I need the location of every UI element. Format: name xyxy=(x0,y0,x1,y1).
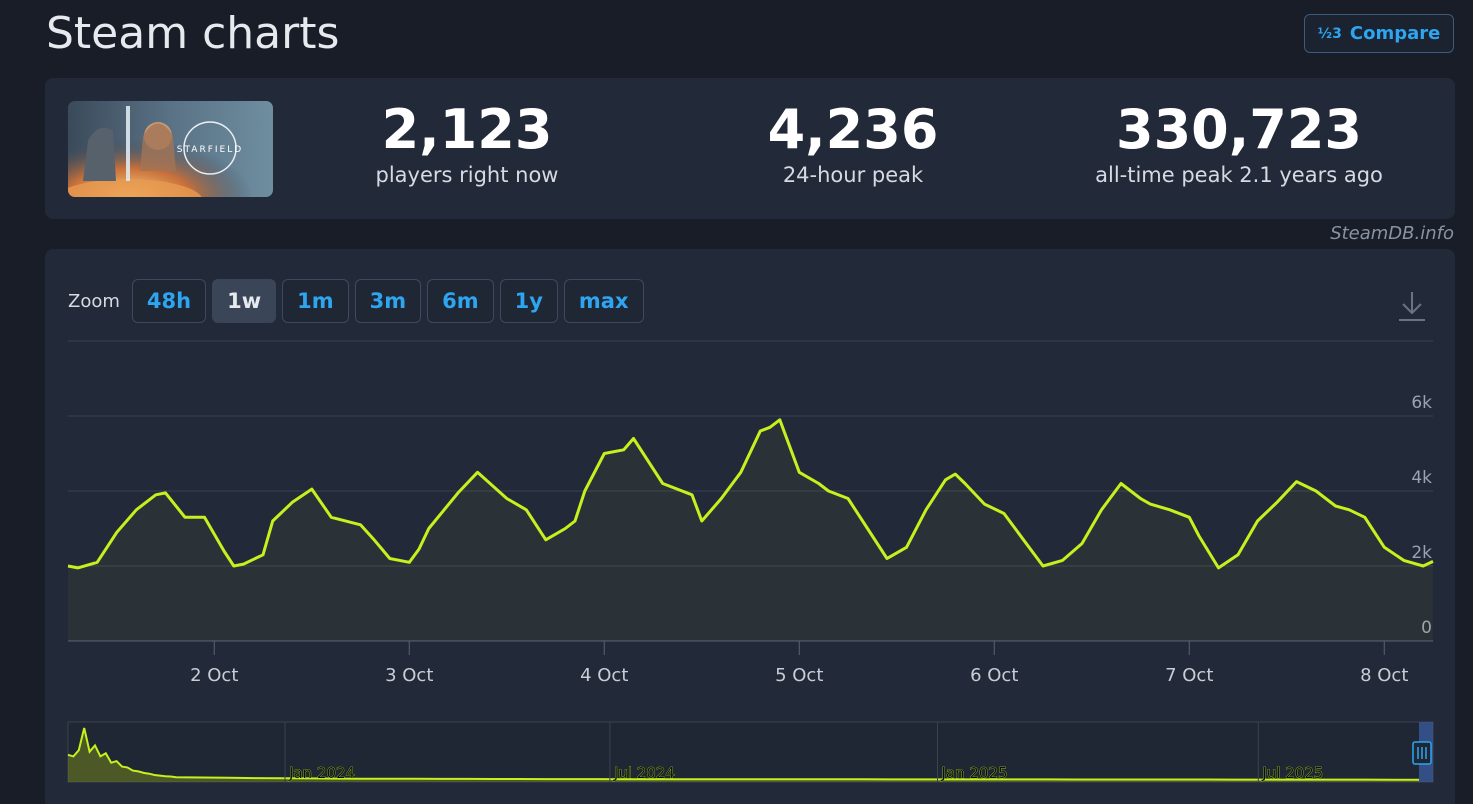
zoom-48h-button[interactable]: 48h xyxy=(131,279,207,323)
y-tick-label: 0 xyxy=(1421,618,1432,638)
navigator-label: Jan 2025 xyxy=(941,764,1008,782)
stat-label: 24-hour peak xyxy=(782,163,924,187)
steamdb-attribution[interactable]: SteamDB.info xyxy=(1330,223,1454,244)
zoom-6m-button[interactable]: 6m xyxy=(427,279,494,323)
zoom-1y-button[interactable]: 1y xyxy=(499,279,558,323)
stat-all-time-peak: 330,723 all-time peak 2.1 years ago xyxy=(1059,98,1419,188)
x-tick-label: 2 Oct xyxy=(190,665,238,686)
stats-panel: STARFIELD 2,123 players right now 4,236 … xyxy=(45,78,1455,219)
navigator-label: Jul 2025 xyxy=(1261,764,1323,782)
zoom-max-button[interactable]: max xyxy=(563,279,644,323)
x-tick-label: 5 Oct xyxy=(775,665,823,686)
navigator-label: Jan 2024 xyxy=(288,764,355,782)
zoom-3m-button[interactable]: 3m xyxy=(354,279,422,323)
y-tick-label: 2k xyxy=(1411,543,1432,563)
stat-value: 4,236 xyxy=(767,98,939,161)
x-tick-label: 4 Oct xyxy=(580,665,628,686)
series-line[interactable] xyxy=(67,418,1434,570)
compare-label: Compare xyxy=(1349,23,1441,44)
x-tick-label: 6 Oct xyxy=(970,665,1018,686)
fractions-icon: ½3 xyxy=(1317,25,1342,42)
compare-button[interactable]: ½3 Compare xyxy=(1304,14,1454,53)
game-header-image[interactable]: STARFIELD xyxy=(68,101,273,197)
stat-value: 330,723 xyxy=(1116,98,1362,161)
starfield-logo-text: STARFIELD xyxy=(177,145,243,155)
starfield-artwork: STARFIELD xyxy=(68,101,273,197)
page-title: Steam charts xyxy=(46,8,340,59)
navigator-track[interactable] xyxy=(67,721,1434,783)
download-icon[interactable] xyxy=(1397,289,1427,323)
stat-value: 2,123 xyxy=(381,98,553,161)
navigator-label: Jul 2024 xyxy=(613,764,675,782)
stat-label: players right now xyxy=(375,163,559,187)
stat-players-now: 2,123 players right now xyxy=(287,98,647,188)
zoom-1m-button[interactable]: 1m xyxy=(282,279,349,323)
navigator-line xyxy=(67,727,1419,781)
zoom-label: Zoom xyxy=(68,290,120,312)
series-area xyxy=(68,419,1433,641)
x-tick-label: 3 Oct xyxy=(385,665,433,686)
zoom-1w-button[interactable]: 1w xyxy=(212,279,277,323)
stat-24h-peak: 4,236 24-hour peak xyxy=(673,98,1033,188)
x-tick-label: 7 Oct xyxy=(1165,665,1213,686)
y-tick-label: 4k xyxy=(1411,468,1432,488)
y-tick-label: 6k xyxy=(1411,393,1432,413)
x-tick-label: 8 Oct xyxy=(1360,665,1408,686)
stat-label: all-time peak 2.1 years ago xyxy=(1095,163,1383,187)
zoom-controls: Zoom 48h 1w 1m 3m 6m 1y max xyxy=(68,279,644,323)
